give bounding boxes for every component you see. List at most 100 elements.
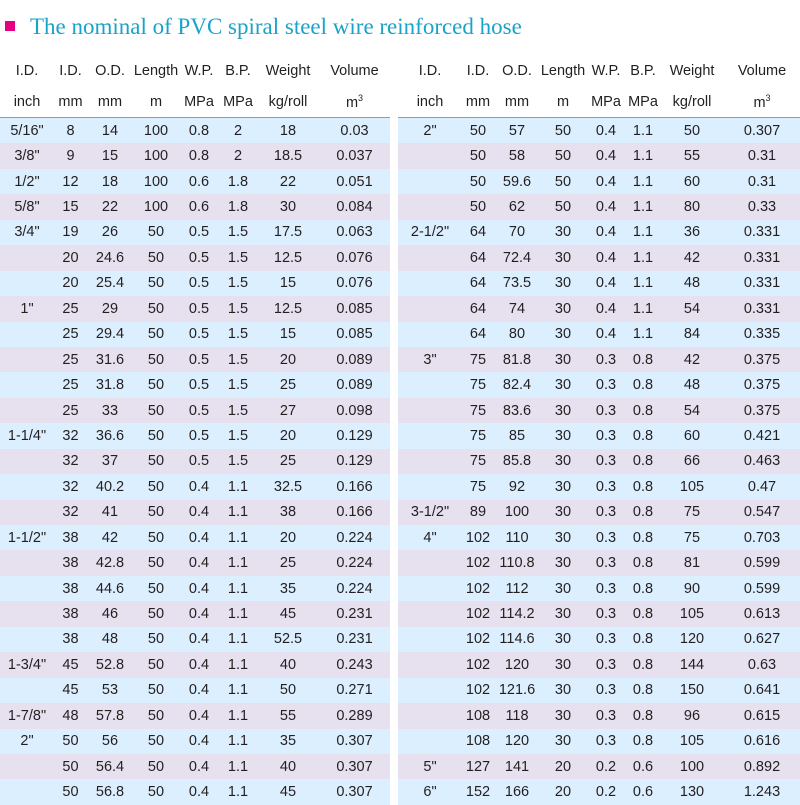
cell-volume: 0.224 (319, 550, 390, 576)
table-row: 102 114.6 30 0.3 0.8 120 0.627 (398, 626, 800, 653)
cell-bp: 0.8 (626, 601, 660, 627)
cell-volume: 0.307 (319, 753, 390, 780)
cell-od-mm: 92 (494, 474, 540, 500)
cell-wp: 0.4 (179, 753, 219, 780)
cell-volume: 0.547 (724, 499, 800, 525)
table-row: 1-1/2" 38 42 50 0.4 1.1 20 0.224 (0, 525, 390, 551)
cell-id-inch (0, 753, 54, 780)
header-weight: Weight (257, 55, 319, 86)
cell-od-mm: 42.8 (87, 550, 133, 576)
table-row: 38 42.8 50 0.4 1.1 25 0.224 (0, 550, 390, 576)
header-bp: B.P. (219, 55, 257, 86)
cell-id-mm: 25 (54, 346, 87, 373)
cell-weight: 40 (257, 753, 319, 780)
header-row-labels: I.D. I.D. O.D. Length W.P. B.P. Weight Volume (398, 55, 800, 86)
cell-bp: 1.1 (626, 219, 660, 246)
table-row: 1-3/4" 45 52.8 50 0.4 1.1 40 0.243 (0, 652, 390, 678)
cell-id-mm: 8 (54, 117, 87, 144)
cell-id-inch (398, 296, 462, 322)
cell-length: 30 (540, 703, 586, 729)
cell-weight: 35 (257, 575, 319, 602)
cell-id-inch: 3" (398, 346, 462, 373)
cell-length: 50 (133, 525, 179, 551)
cell-od-mm: 118 (494, 703, 540, 729)
cell-id-mm: 127 (462, 753, 494, 780)
cell-bp: 1.1 (626, 168, 660, 195)
cell-od-mm: 57 (494, 117, 540, 144)
cell-wp: 0.4 (586, 219, 626, 246)
cell-weight: 45 (257, 601, 319, 627)
unit-weight: kg/roll (660, 86, 724, 118)
table-row: 3/8" 9 15 100 0.8 2 18.5 0.037 (0, 143, 390, 169)
cell-id-mm: 102 (462, 677, 494, 704)
cell-length: 50 (133, 474, 179, 500)
header-od-mm: O.D. (494, 55, 540, 86)
cell-id-inch (398, 397, 462, 424)
cell-weight: 32.5 (257, 474, 319, 500)
cell-id-inch (0, 474, 54, 500)
cell-wp: 0.4 (179, 703, 219, 729)
cell-length: 30 (540, 677, 586, 704)
table-row: 1" 25 29 50 0.5 1.5 12.5 0.085 (0, 296, 390, 322)
cell-length: 30 (540, 626, 586, 653)
cell-weight: 15 (257, 321, 319, 347)
cell-wp: 0.5 (179, 321, 219, 347)
header-row-labels: I.D. I.D. O.D. Length W.P. B.P. Weight Volume (0, 55, 390, 86)
cell-id-mm: 50 (54, 728, 87, 754)
cell-weight: 150 (660, 677, 724, 704)
cell-weight: 80 (660, 194, 724, 220)
cell-weight: 105 (660, 601, 724, 627)
table-row: 102 110.8 30 0.3 0.8 81 0.599 (398, 550, 800, 576)
table-row: 75 83.6 30 0.3 0.8 54 0.375 (398, 397, 800, 424)
table-row: 4" 102 110 30 0.3 0.8 75 0.703 (398, 525, 800, 551)
cell-weight: 12.5 (257, 245, 319, 271)
cell-bp: 0.8 (626, 652, 660, 678)
unit-bp: MPa (219, 86, 257, 118)
cell-bp: 1.1 (219, 703, 257, 729)
header-id-inch: I.D. (0, 55, 54, 86)
cell-volume: 0.307 (319, 728, 390, 754)
table-row: 45 53 50 0.4 1.1 50 0.271 (0, 677, 390, 704)
table-row: 108 118 30 0.3 0.8 96 0.615 (398, 703, 800, 729)
cell-weight: 54 (660, 296, 724, 322)
cell-weight: 105 (660, 728, 724, 754)
cell-bp: 0.8 (626, 728, 660, 754)
cell-id-inch (0, 321, 54, 347)
cell-id-inch (0, 677, 54, 704)
cell-id-mm: 50 (462, 117, 494, 144)
cell-volume: 0.375 (724, 346, 800, 373)
cell-id-inch (398, 728, 462, 754)
cell-od-mm: 56 (87, 728, 133, 754)
cell-volume: 0.224 (319, 525, 390, 551)
cell-od-mm: 48 (87, 626, 133, 653)
cell-id-inch: 3/4" (0, 219, 54, 246)
cell-od-mm: 40.2 (87, 474, 133, 500)
cell-length: 100 (133, 194, 179, 220)
cell-wp: 0.2 (586, 753, 626, 780)
table-row: 1-7/8" 48 57.8 50 0.4 1.1 55 0.289 (0, 703, 390, 729)
cell-id-inch: 5/8" (0, 194, 54, 220)
page-title: The nominal of PVC spiral steel wire rei… (30, 14, 522, 39)
cell-weight: 81 (660, 550, 724, 576)
cell-length: 50 (133, 296, 179, 322)
cell-id-inch (398, 575, 462, 602)
cell-od-mm: 81.8 (494, 346, 540, 373)
cell-id-mm: 25 (54, 296, 87, 322)
header-id-inch: I.D. (398, 55, 462, 86)
cell-bp: 1.8 (219, 194, 257, 220)
cell-id-inch: 1-1/4" (0, 423, 54, 449)
cell-wp: 0.3 (586, 677, 626, 704)
cell-id-inch (398, 321, 462, 347)
cell-id-inch (398, 448, 462, 475)
cell-id-mm: 38 (54, 601, 87, 627)
cell-od-mm: 26 (87, 219, 133, 246)
cell-od-mm: 37 (87, 448, 133, 475)
cell-weight: 20 (257, 346, 319, 373)
cell-od-mm: 85.8 (494, 448, 540, 475)
cell-id-inch (398, 550, 462, 576)
cell-id-inch (398, 703, 462, 729)
cell-id-mm: 32 (54, 423, 87, 449)
cell-bp: 0.8 (626, 525, 660, 551)
cell-length: 30 (540, 346, 586, 373)
table-header: I.D. I.D. O.D. Length W.P. B.P. Weight Volume i… (398, 55, 800, 118)
